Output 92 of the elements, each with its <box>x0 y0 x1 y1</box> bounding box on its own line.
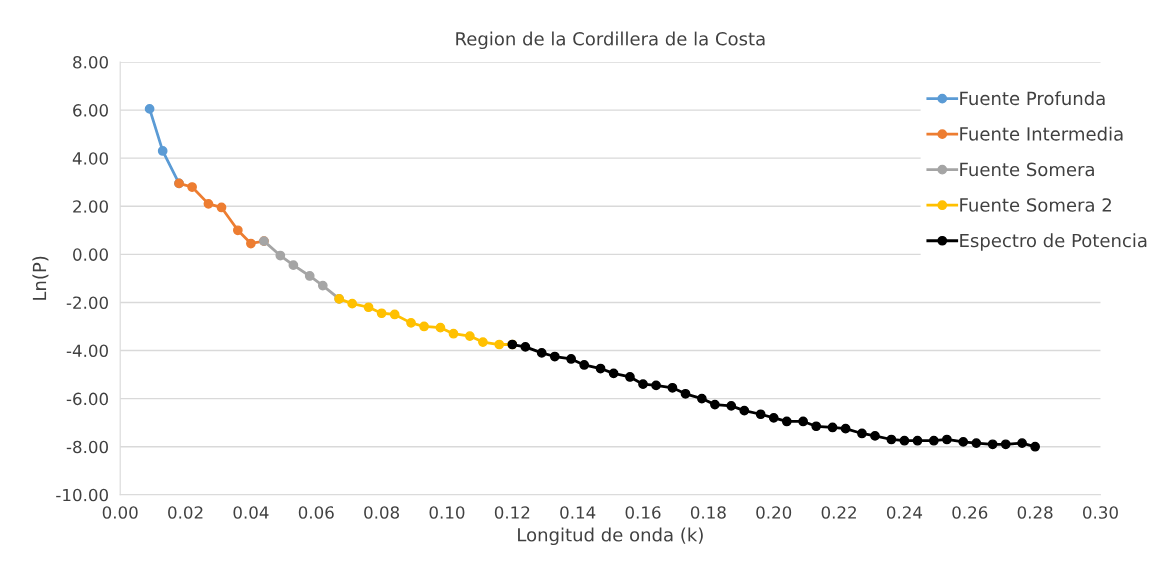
x-tick-label: 0.30 <box>1083 506 1118 519</box>
point <box>406 318 416 328</box>
point <box>638 379 648 390</box>
x-tick-label: 0.28 <box>1017 506 1053 519</box>
point <box>536 348 547 358</box>
y-axis-title: Ln(P) <box>32 256 49 300</box>
point <box>347 298 358 309</box>
x-tick-label: 0.16 <box>625 506 661 519</box>
point <box>928 435 939 446</box>
y-tick-label: 0.00 <box>73 248 108 261</box>
point <box>739 405 750 416</box>
x-tick-label: 0.20 <box>756 506 792 519</box>
point <box>870 431 880 441</box>
point <box>958 437 969 447</box>
point <box>232 225 243 236</box>
point <box>899 435 910 446</box>
point <box>216 202 227 213</box>
point <box>608 368 619 379</box>
point <box>187 182 197 192</box>
x-tick-label: 0.08 <box>364 506 400 519</box>
point <box>667 382 678 393</box>
point <box>435 322 446 333</box>
legend-label: Fuente Somera <box>960 162 1094 177</box>
point <box>203 198 214 209</box>
point <box>363 302 374 313</box>
point <box>520 342 531 352</box>
point <box>827 422 838 433</box>
point <box>376 308 387 319</box>
point <box>1000 439 1011 450</box>
y-tick-label: -4.00 <box>66 344 108 358</box>
x-tick-label: 0.26 <box>952 506 988 519</box>
legend-label: Fuente Profunda <box>960 91 1105 106</box>
y-tick-label: 8.00 <box>73 55 108 69</box>
x-tick-label: 0.04 <box>233 506 269 519</box>
point <box>942 434 952 445</box>
point <box>987 439 998 450</box>
x-tick-label: 0.24 <box>886 506 923 519</box>
point <box>389 309 400 320</box>
point <box>246 238 256 249</box>
point <box>840 423 851 434</box>
point <box>579 360 590 370</box>
y-tick-label: -10.00 <box>56 488 108 502</box>
point <box>971 438 982 448</box>
point <box>448 328 459 339</box>
point <box>419 321 429 332</box>
point <box>912 435 923 446</box>
point <box>464 331 475 341</box>
point <box>625 372 635 382</box>
point <box>680 388 691 399</box>
x-tick-label: 0.10 <box>429 506 465 519</box>
legend-label: Fuente Somera 2 <box>960 198 1111 212</box>
legend-label: Fuente Intermedia <box>960 126 1123 141</box>
x-tick-label: 0.14 <box>560 506 596 519</box>
y-tick-label: -6.00 <box>66 392 108 406</box>
point <box>1017 438 1027 448</box>
point <box>1030 441 1040 452</box>
point <box>157 146 168 156</box>
point <box>726 400 737 411</box>
point <box>857 428 867 439</box>
point <box>275 250 286 261</box>
point <box>144 104 155 114</box>
point <box>798 416 808 427</box>
point <box>755 409 766 420</box>
point <box>768 412 779 423</box>
point <box>478 337 488 347</box>
point <box>566 354 576 364</box>
x-tick-label: 0.00 <box>102 506 138 519</box>
point <box>651 380 661 391</box>
y-tick-label: -8.00 <box>66 440 108 454</box>
x-tick-label: 0.18 <box>690 506 726 519</box>
point <box>811 421 822 432</box>
x-tick-label: 0.02 <box>168 506 203 519</box>
point <box>781 416 792 427</box>
x-tick-label: 0.22 <box>821 506 856 519</box>
legend-label: Espectro de Potencia <box>960 233 1147 251</box>
point <box>304 271 315 281</box>
y-tick-label: 6.00 <box>73 104 108 117</box>
chart-title: Region de la Cordillera de la Costa <box>456 31 765 50</box>
y-tick-label: -2.00 <box>66 296 108 309</box>
point <box>317 280 328 291</box>
y-tick-label: 2.00 <box>73 200 108 213</box>
point <box>886 434 897 445</box>
x-axis-title: Longitud de onda (k) <box>518 527 703 546</box>
point <box>549 351 560 362</box>
point <box>595 363 606 374</box>
point <box>494 339 505 350</box>
x-tick-label: 0.12 <box>494 506 530 519</box>
y-tick-label: 4.00 <box>72 152 108 165</box>
point <box>288 260 299 271</box>
point <box>696 393 707 404</box>
x-tick-label: 0.06 <box>298 506 334 519</box>
point <box>710 399 720 410</box>
